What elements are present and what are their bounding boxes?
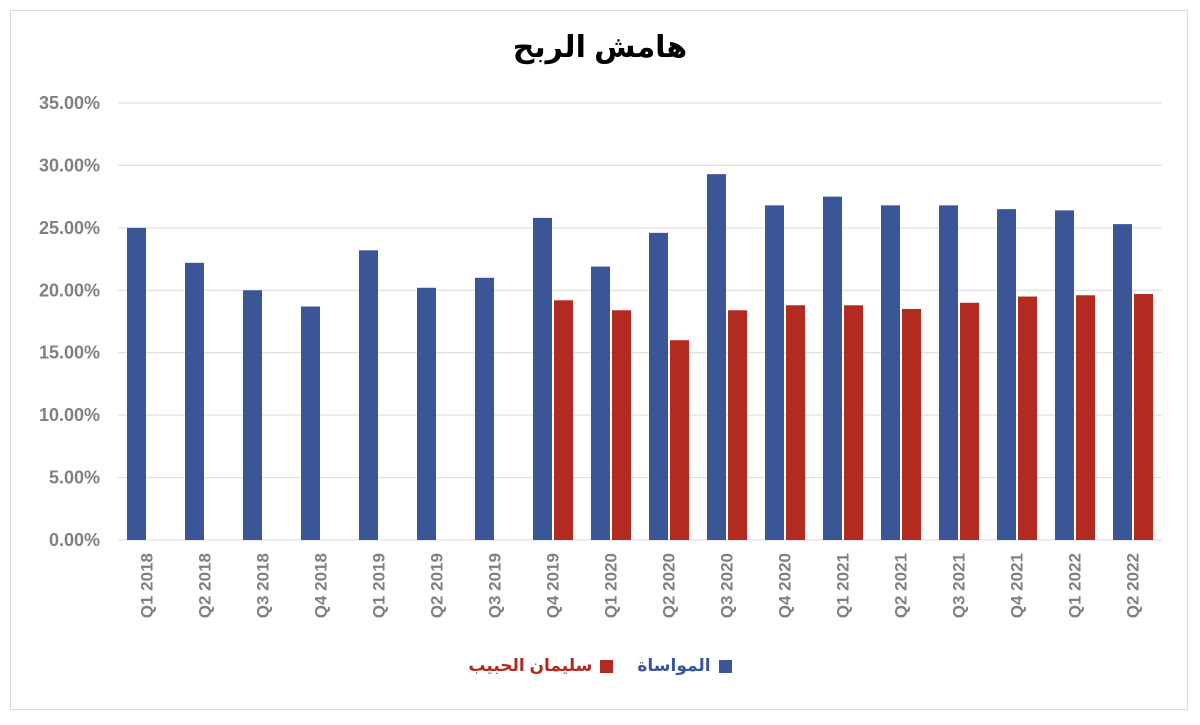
y-tick-label: 10.00% [39, 405, 100, 425]
legend-swatch-alhabib [600, 659, 614, 673]
y-tick-label: 15.00% [39, 343, 100, 363]
x-tick-label: Q4 2019 [544, 553, 563, 618]
bar-alhabib [844, 305, 863, 540]
legend-item-almowasat: المواساة [637, 656, 732, 676]
bar-almowasat [1113, 224, 1132, 540]
bar-alhabib [554, 300, 573, 540]
legend-label-alhabib: سليمان الحبيب [468, 656, 593, 675]
legend: المواساة سليمان الحبيب [0, 656, 1200, 676]
x-tick-label: Q4 2020 [776, 553, 795, 618]
bar-almowasat [359, 250, 378, 540]
y-tick-label: 30.00% [39, 155, 100, 175]
y-axis-ticks: 0.00% 5.00% 10.00% 15.00% 20.00% 25.00% 30.00%… [39, 93, 100, 550]
bar-alhabib [1134, 294, 1153, 540]
bar-almowasat [533, 217, 552, 540]
legend-item-alhabib: سليمان الحبيب [468, 656, 614, 676]
y-tick-label: 20.00% [39, 280, 100, 300]
bar-alhabib [670, 340, 689, 540]
bar-almowasat [649, 232, 668, 540]
x-tick-label: Q2 2020 [660, 553, 679, 618]
bars [127, 174, 1153, 540]
bar-alhabib [612, 310, 631, 540]
bar-almowasat [127, 227, 146, 540]
x-tick-label: Q1 2020 [602, 553, 621, 618]
bar-almowasat [185, 262, 204, 540]
x-tick-label: Q1 2019 [370, 553, 389, 618]
bar-almowasat [243, 290, 262, 540]
bar-almowasat [591, 266, 610, 540]
x-tick-label: Q3 2018 [254, 553, 273, 618]
bar-alhabib [902, 309, 921, 540]
x-tick-label: Q1 2022 [1066, 553, 1085, 618]
bar-alhabib [1018, 296, 1037, 540]
x-tick-label: Q3 2021 [950, 553, 969, 618]
x-tick-label: Q1 2018 [138, 553, 157, 618]
y-tick-label: 25.00% [39, 218, 100, 238]
x-axis-ticks: Q1 2018 Q2 2018 Q3 2018 Q4 2018 Q1 2019 Q2 20… [138, 553, 1143, 618]
bar-alhabib [728, 310, 747, 540]
x-tick-label: Q2 2018 [196, 553, 215, 618]
x-tick-label: Q3 2019 [486, 553, 505, 618]
bar-almowasat [881, 205, 900, 540]
bar-almowasat [997, 209, 1016, 540]
bar-almowasat [707, 174, 726, 540]
bar-alhabib [960, 302, 979, 540]
x-tick-label: Q4 2021 [1008, 553, 1027, 618]
bar-almowasat [1055, 210, 1074, 540]
gridlines [118, 102, 1162, 541]
y-tick-label: 5.00% [49, 468, 100, 488]
x-tick-label: Q2 2022 [1124, 553, 1143, 618]
bar-almowasat [823, 196, 842, 540]
x-tick-label: Q2 2019 [428, 553, 447, 618]
x-tick-label: Q4 2018 [312, 553, 331, 618]
bar-alhabib [1076, 295, 1095, 540]
bar-almowasat [939, 205, 958, 540]
legend-label-almowasat: المواساة [637, 656, 711, 675]
x-tick-label: Q1 2021 [834, 553, 853, 618]
x-tick-label: Q2 2021 [892, 553, 911, 618]
chart-title: هامش الربح [512, 31, 688, 64]
x-tick-label: Q3 2020 [718, 553, 737, 618]
y-tick-label: 0.00% [49, 530, 100, 550]
bar-almowasat [301, 306, 320, 540]
bar-almowasat [475, 277, 494, 540]
bar-alhabib [786, 305, 805, 540]
bar-almowasat [765, 205, 784, 540]
y-tick-label: 35.00% [39, 93, 100, 113]
bar-almowasat [417, 287, 436, 540]
legend-swatch-almowasat [718, 659, 732, 673]
